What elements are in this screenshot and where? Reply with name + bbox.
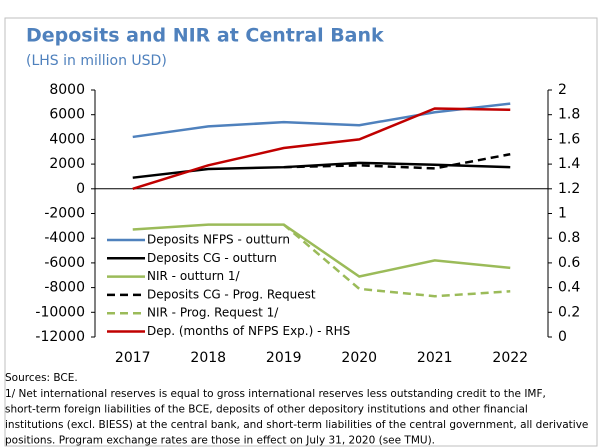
note-line: 1/ Net international reserves is equal t… [5, 388, 546, 400]
y2-tick-label: 0.8 [558, 230, 580, 246]
y2-tick-label: 1.6 [558, 131, 580, 147]
y-tick-label: -2000 [44, 206, 85, 222]
chart-frame [4, 17, 598, 447]
x-tick-label: 2017 [115, 350, 151, 366]
y2-tick-label: 0.6 [558, 255, 580, 271]
series-line [132, 102, 511, 139]
x-tick-label: 2018 [190, 350, 226, 366]
legend-label: Deposits CG - outturn [147, 251, 277, 265]
y2-tick-label: 1 [558, 206, 567, 222]
y-tick-label: 6000 [49, 107, 85, 123]
series-line [132, 107, 511, 190]
y-tick-label: 0 [76, 181, 85, 197]
y-tick-label: -4000 [44, 230, 85, 246]
y2-tick-label: 0 [558, 329, 567, 345]
series-line [283, 152, 511, 170]
legend-label: Dep. (months of NFPS Exp.) - RHS [147, 324, 350, 338]
x-tick-label: 2022 [492, 350, 528, 366]
y2-tick-label: 1.8 [558, 107, 580, 123]
x-tick-label: 2020 [341, 350, 377, 366]
y-tick-label: -8000 [44, 280, 85, 296]
legend-label: NIR - Prog. Request 1/ [147, 306, 279, 320]
y2-tick-label: 0.2 [558, 304, 580, 320]
y-tick-label: -10000 [35, 304, 85, 320]
chart-title: Deposits and NIR at Central Bank [26, 25, 384, 47]
note-line: positions. Program exchange rates are th… [5, 435, 435, 447]
y2-tick-label: 1.2 [558, 181, 580, 197]
y-tick-label: -6000 [44, 255, 85, 271]
x-tick-label: 2021 [417, 350, 453, 366]
x-tick-label: 2019 [266, 350, 302, 366]
series-line [282, 223, 511, 298]
legend-label: NIR - outturn 1/ [147, 269, 241, 283]
note-line: short-term foreign liabilities of the BC… [5, 404, 528, 416]
y2-tick-label: 0.4 [558, 280, 580, 296]
y-tick-label: 4000 [49, 131, 85, 147]
note-line: institutions (excl. BIESS) at the centra… [5, 419, 588, 431]
legend-label: Deposits NFPS - outturn [147, 233, 290, 247]
y-tick-label: -12000 [35, 329, 85, 345]
y2-tick-label: 1.4 [558, 156, 580, 172]
y2-tick-label: 2 [558, 82, 567, 98]
chart-subtitle: (LHS in million USD) [26, 53, 167, 69]
series-line [132, 223, 511, 278]
y-tick-label: 2000 [49, 156, 85, 172]
source: Sources: BCE. [5, 372, 78, 384]
y-tick-label: 8000 [49, 82, 85, 98]
legend-label: Deposits CG - Prog. Request [147, 287, 316, 301]
